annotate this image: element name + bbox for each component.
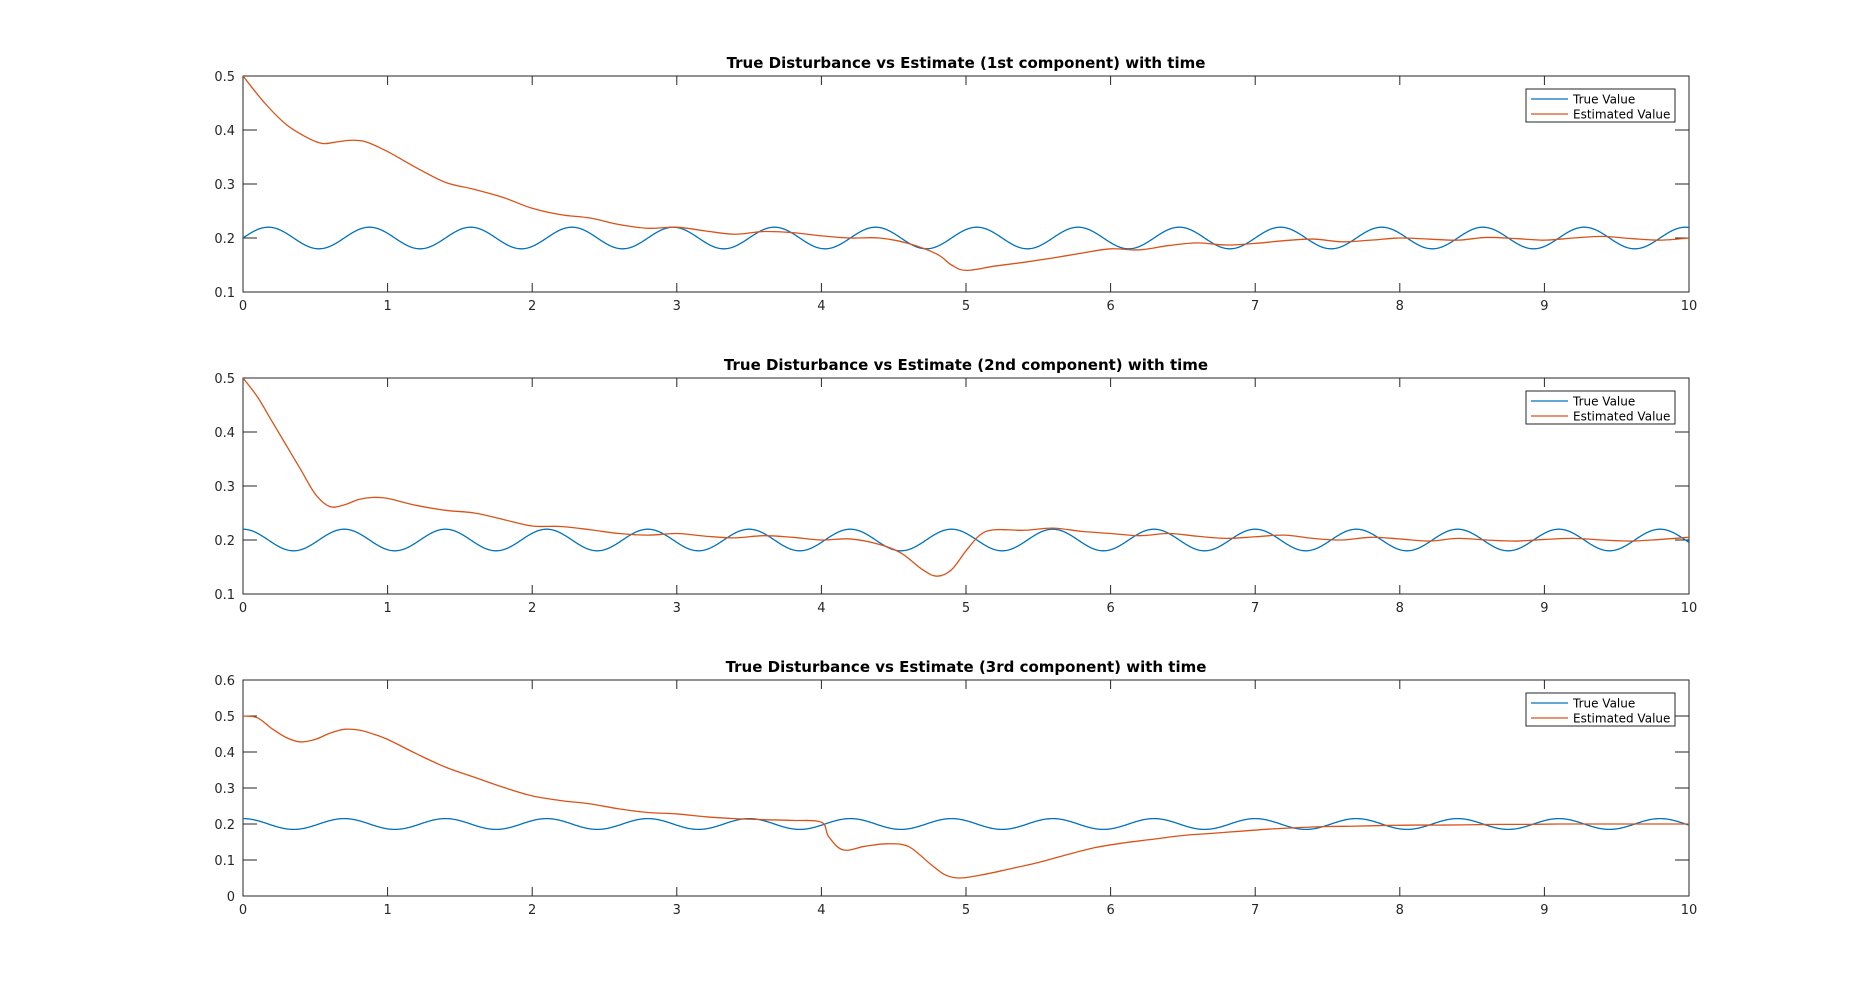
y-tick-label: 0.4 [214,426,235,441]
legend-box [1525,692,1676,727]
legend-box [1525,88,1676,123]
y-tick-label: 0.1 [214,286,235,301]
series-true-value-line [243,226,1689,250]
x-tick-label: 2 [528,299,536,314]
x-tick-label: 7 [1251,299,1259,314]
x-tick-label: 10 [1681,299,1698,314]
x-tick-label: 0 [239,601,247,616]
axes-1st-component: True Disturbance vs Estimate (1st compon… [214,54,1697,314]
x-tick-label: 1 [383,601,391,616]
plot-area [242,377,1690,595]
x-tick-label: 7 [1251,903,1259,918]
x-tick-label: 5 [962,903,970,918]
y-tick-label: 0 [227,890,235,905]
x-tick-label: 5 [962,601,970,616]
y-tick-label: 0.1 [214,854,235,869]
x-tick-label: 4 [817,903,825,918]
x-tick-label: 4 [817,601,825,616]
x-tick-label: 2 [528,903,536,918]
plot-area [242,75,1690,293]
y-tick-label: 0.2 [214,534,235,549]
x-tick-label: 9 [1540,903,1548,918]
chart-title: True Disturbance vs Estimate (1st compon… [727,54,1206,72]
y-tick-label: 0.2 [214,232,235,247]
y-tick-label: 0.4 [214,124,235,139]
x-tick-label: 4 [817,299,825,314]
plot-area [242,679,1690,897]
x-tick-label: 3 [673,903,681,918]
x-tick-label: 3 [673,601,681,616]
x-tick-label: 5 [962,299,970,314]
axes-2nd-component: True Disturbance vs Estimate (2nd compon… [214,356,1697,616]
x-tick-label: 7 [1251,601,1259,616]
legend-label: Estimated Value [1573,108,1670,122]
chart-title: True Disturbance vs Estimate (2nd compon… [724,356,1208,374]
x-tick-label: 9 [1540,601,1548,616]
legend-label: Estimated Value [1573,712,1670,726]
legend-label: True Value [1572,93,1635,107]
x-tick-label: 10 [1681,903,1698,918]
x-tick-label: 8 [1396,299,1404,314]
x-tick-label: 6 [1106,601,1114,616]
legend-label: Estimated Value [1573,410,1670,424]
series-estimated-value-line [243,715,1689,879]
y-tick-label: 0.3 [214,782,235,797]
x-tick-label: 10 [1681,601,1698,616]
x-tick-label: 8 [1396,601,1404,616]
x-tick-label: 6 [1106,903,1114,918]
series-true-value-line [243,528,1689,552]
y-tick-label: 0.3 [214,178,235,193]
x-tick-label: 0 [239,903,247,918]
x-tick-label: 3 [673,299,681,314]
legend-label: True Value [1572,395,1635,409]
x-tick-label: 6 [1106,299,1114,314]
legend-box [1525,390,1676,425]
series-estimated-value-line [243,378,1689,577]
x-tick-label: 1 [383,903,391,918]
y-tick-label: 0.5 [214,70,235,85]
x-tick-label: 0 [239,299,247,314]
series-true-value-line [243,817,1689,831]
axes-3rd-component: True Disturbance vs Estimate (3rd compon… [214,658,1697,918]
y-tick-label: 0.5 [214,372,235,387]
x-tick-label: 8 [1396,903,1404,918]
x-tick-label: 2 [528,601,536,616]
series-estimated-value-line [243,76,1689,272]
y-tick-label: 0.5 [214,710,235,725]
y-tick-label: 0.2 [214,818,235,833]
legend-label: True Value [1572,697,1635,711]
y-tick-label: 0.4 [214,746,235,761]
x-tick-label: 9 [1540,299,1548,314]
x-tick-label: 1 [383,299,391,314]
y-tick-label: 0.1 [214,588,235,603]
y-tick-label: 0.6 [214,674,235,689]
y-tick-label: 0.3 [214,480,235,495]
chart-title: True Disturbance vs Estimate (3rd compon… [726,658,1207,676]
